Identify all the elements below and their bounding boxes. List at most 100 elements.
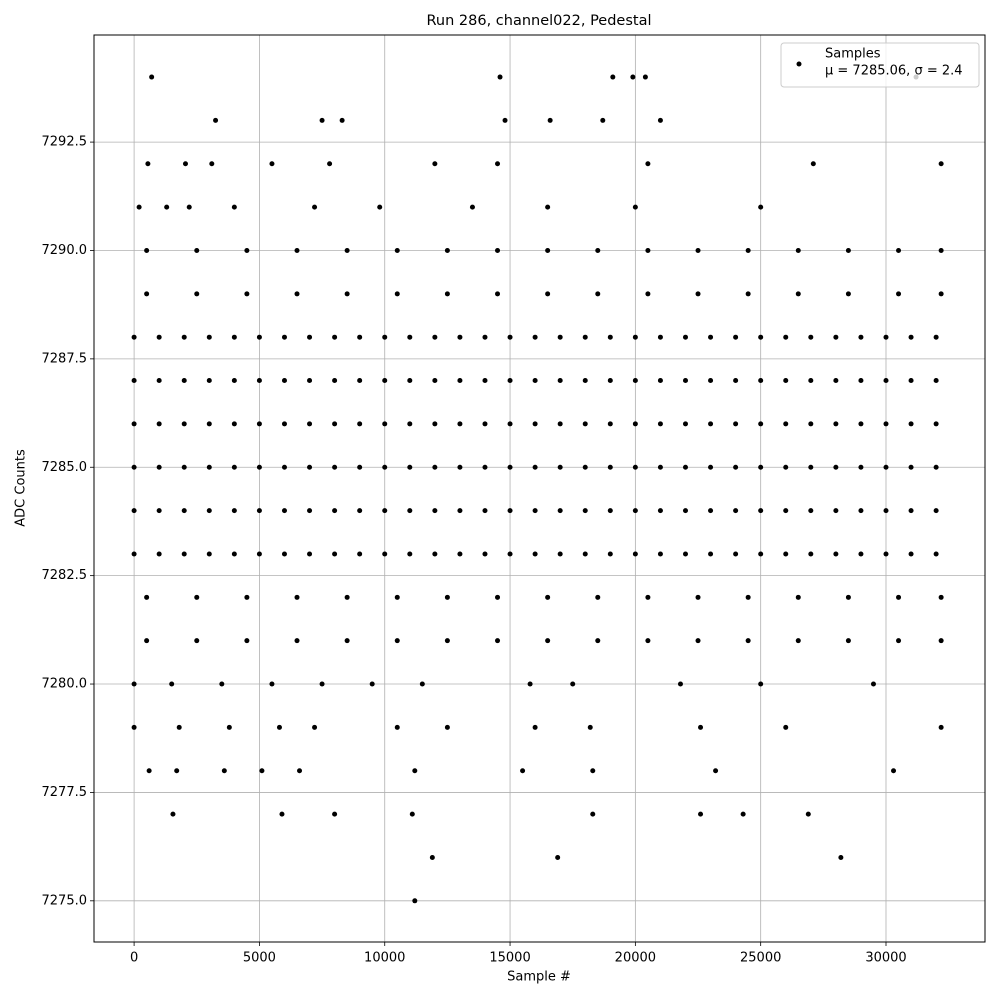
data-point: [307, 421, 313, 427]
data-point: [833, 551, 839, 557]
data-point: [657, 508, 663, 514]
data-point: [858, 508, 864, 514]
data-point: [883, 378, 889, 384]
data-point: [357, 378, 363, 384]
data-point: [810, 161, 816, 167]
data-point: [170, 811, 176, 817]
data-point: [369, 681, 375, 687]
data-point: [758, 508, 764, 514]
data-point: [231, 421, 237, 427]
data-point: [557, 334, 563, 340]
data-point: [407, 551, 413, 557]
data-point: [457, 508, 463, 514]
data-point: [532, 551, 538, 557]
data-point: [938, 724, 944, 730]
data-point: [595, 291, 601, 297]
data-point: [281, 508, 287, 514]
data-point: [206, 508, 212, 514]
data-point: [555, 854, 561, 860]
data-point: [557, 508, 563, 514]
data-point: [805, 811, 811, 817]
data-point: [632, 204, 638, 210]
data-point: [657, 551, 663, 557]
data-point: [332, 421, 338, 427]
data-point: [244, 594, 250, 600]
data-point: [407, 421, 413, 427]
data-point: [758, 681, 764, 687]
data-point: [131, 378, 137, 384]
points-layer: [131, 74, 944, 904]
data-point: [457, 334, 463, 340]
data-point: [783, 551, 789, 557]
data-point: [582, 378, 588, 384]
data-point: [713, 768, 719, 774]
data-point: [382, 508, 388, 514]
data-point: [131, 681, 137, 687]
y-tick-label: 7292.5: [42, 135, 88, 150]
data-point: [281, 334, 287, 340]
grid-layer: [94, 35, 985, 942]
data-point: [870, 681, 876, 687]
data-point: [557, 421, 563, 427]
data-point: [432, 508, 438, 514]
data-point: [482, 421, 488, 427]
data-point: [645, 247, 651, 253]
data-point: [281, 421, 287, 427]
data-point: [432, 464, 438, 470]
data-point: [194, 291, 200, 297]
data-point: [382, 378, 388, 384]
data-point: [632, 508, 638, 514]
data-point: [645, 594, 651, 600]
data-point: [632, 378, 638, 384]
data-point: [307, 378, 313, 384]
data-point: [332, 508, 338, 514]
data-point: [695, 291, 701, 297]
data-point: [642, 74, 648, 80]
data-point: [145, 161, 151, 167]
data-point: [312, 204, 318, 210]
data-point: [357, 421, 363, 427]
data-point: [808, 378, 814, 384]
y-tick-label: 7277.5: [42, 785, 88, 800]
data-point: [858, 378, 864, 384]
legend-label: Samples: [825, 47, 881, 62]
data-point: [600, 117, 606, 123]
data-point: [181, 464, 187, 470]
data-point: [883, 421, 889, 427]
data-point: [758, 378, 764, 384]
data-point: [833, 421, 839, 427]
data-point: [319, 117, 325, 123]
data-point: [682, 464, 688, 470]
data-point: [382, 464, 388, 470]
y-tick-label: 7275.0: [42, 893, 88, 908]
data-point: [394, 594, 400, 600]
data-point: [545, 204, 551, 210]
data-point: [332, 378, 338, 384]
data-point: [394, 291, 400, 297]
data-point: [256, 334, 262, 340]
data-point: [630, 74, 636, 80]
data-point: [883, 464, 889, 470]
data-point: [206, 421, 212, 427]
data-point: [833, 378, 839, 384]
data-point: [783, 464, 789, 470]
data-point: [645, 638, 651, 644]
data-point: [307, 508, 313, 514]
legend-note: μ = 7285.06, σ = 2.4: [825, 64, 963, 79]
data-point: [144, 638, 150, 644]
data-point: [382, 421, 388, 427]
y-tick-label: 7280.0: [42, 677, 88, 692]
data-point: [457, 551, 463, 557]
data-point: [256, 464, 262, 470]
data-point: [808, 508, 814, 514]
data-point: [256, 378, 262, 384]
data-point: [432, 334, 438, 340]
data-point: [682, 334, 688, 340]
data-point: [357, 551, 363, 557]
data-point: [740, 811, 746, 817]
data-point: [131, 508, 137, 514]
data-point: [908, 464, 914, 470]
data-point: [382, 334, 388, 340]
data-point: [933, 551, 939, 557]
